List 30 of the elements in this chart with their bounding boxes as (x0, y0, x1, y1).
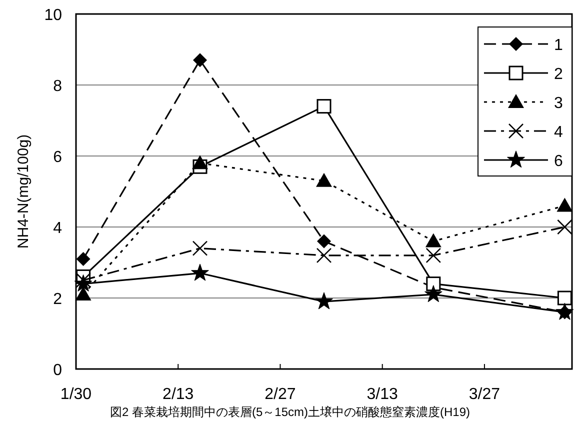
point (316, 99, 332, 114)
point (315, 292, 333, 310)
point (316, 172, 332, 187)
y-tick-label: 6 (53, 149, 62, 166)
point (317, 234, 331, 248)
y-tick-label: 0 (53, 362, 62, 379)
point (76, 272, 91, 288)
y-tick-label: 4 (53, 220, 62, 237)
point (556, 198, 573, 212)
x-tick-label: 3/13 (366, 386, 398, 403)
x-tick-label: 1/30 (60, 386, 92, 403)
point (316, 248, 332, 264)
point (74, 274, 92, 292)
point (76, 252, 90, 266)
point (557, 219, 572, 235)
point (75, 286, 92, 300)
legend-label: 4 (554, 124, 563, 141)
x-tick-label: 2/13 (162, 386, 194, 403)
legend-label: 3 (554, 95, 563, 112)
legend-label: 1 (554, 37, 563, 54)
x-tick-label: 2/27 (264, 386, 296, 403)
y-tick-label: 8 (53, 78, 62, 95)
legend-label: 2 (554, 66, 563, 83)
y-tick-label: 2 (53, 291, 62, 308)
caption: 図2 春菜栽培期間中の表層(5～15cm)土壌中の硝酸態窒素濃度(H19) (110, 405, 470, 419)
y-tick-label: 10 (44, 7, 62, 24)
legend-label: 6 (554, 153, 563, 170)
x-tick-label: 3/27 (468, 386, 500, 403)
point (557, 290, 572, 306)
y-axis-title: NH4-N(mg/100g) (15, 134, 32, 249)
